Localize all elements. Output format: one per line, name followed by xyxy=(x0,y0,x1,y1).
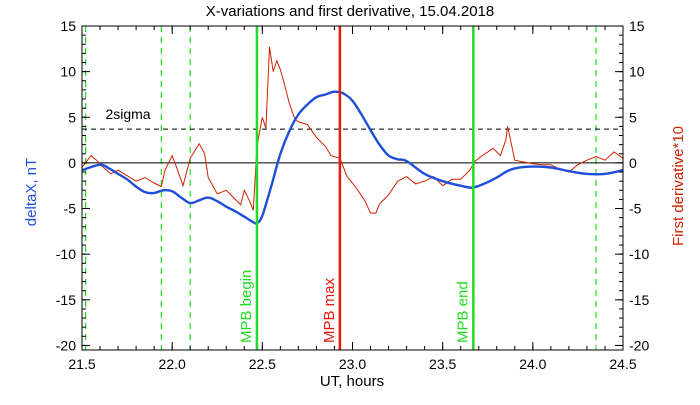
x-tick-label: 21.5 xyxy=(68,356,95,372)
marker-label-mpb-begin: MPB begin xyxy=(238,270,255,343)
y-tick-label-left: 15 xyxy=(60,18,76,34)
y-tick-label-left: 5 xyxy=(68,109,76,125)
y-tick-label-left: -15 xyxy=(56,292,76,308)
x-tick-label: 23.5 xyxy=(429,356,456,372)
y-tick-label-right: -5 xyxy=(629,201,642,217)
y-axis-right-label: First derivative*10 xyxy=(670,126,687,246)
deltaX-series-line xyxy=(81,90,624,225)
y-tick-label-left: 10 xyxy=(60,64,76,80)
x-tick-label: 24.0 xyxy=(519,356,546,372)
plot-frame xyxy=(81,25,624,351)
y-tick-label-right: -20 xyxy=(629,337,649,353)
y-tick-label-right: 10 xyxy=(629,64,645,80)
y-tick-label-right: 0 xyxy=(629,155,637,171)
marker-label-mpb-max: MPB max xyxy=(321,277,338,343)
y-axis-left-label: deltaX, nT xyxy=(23,158,40,226)
y-tick-label-right: 15 xyxy=(629,18,645,34)
sigma-label: 2sigma xyxy=(105,106,150,122)
derivative-series-line xyxy=(81,46,624,214)
x-tick-label: 22.5 xyxy=(249,356,276,372)
y-tick-label-left: -5 xyxy=(64,201,77,217)
y-tick-label-left: 0 xyxy=(68,155,76,171)
y-tick-label-left: -10 xyxy=(56,246,76,262)
plot-area: 2sigma MPB begin MPB max MPB end 21.5 22.0 22.… xyxy=(56,18,650,372)
marker-label-mpb-end: MPB end xyxy=(454,281,471,343)
y-tick-label-left: -20 xyxy=(56,337,76,353)
x-tick-label: 22.0 xyxy=(159,356,186,372)
y-tick-label-right: -15 xyxy=(629,292,649,308)
x-tick-label: 23.0 xyxy=(339,356,366,372)
x-axis-label: UT, hours xyxy=(320,373,384,390)
chart-title: X-variations and first derivative, 15.04… xyxy=(206,3,495,20)
y-tick-label-right: 5 xyxy=(629,109,637,125)
y-tick-label-right: -10 xyxy=(629,246,649,262)
x-tick-label: 24.5 xyxy=(609,356,636,372)
